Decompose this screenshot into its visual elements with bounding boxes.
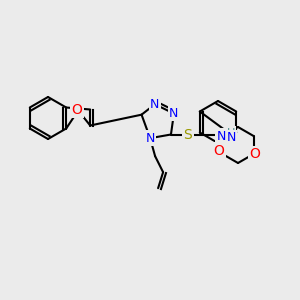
Text: N: N xyxy=(226,131,236,144)
Text: O: O xyxy=(72,103,83,116)
Text: O: O xyxy=(249,147,260,161)
Text: O: O xyxy=(214,143,224,158)
Text: H: H xyxy=(227,128,235,137)
Text: N: N xyxy=(217,130,226,142)
Text: S: S xyxy=(184,128,192,142)
Text: N: N xyxy=(169,107,178,120)
Text: N: N xyxy=(146,132,155,145)
Text: N: N xyxy=(150,98,160,111)
